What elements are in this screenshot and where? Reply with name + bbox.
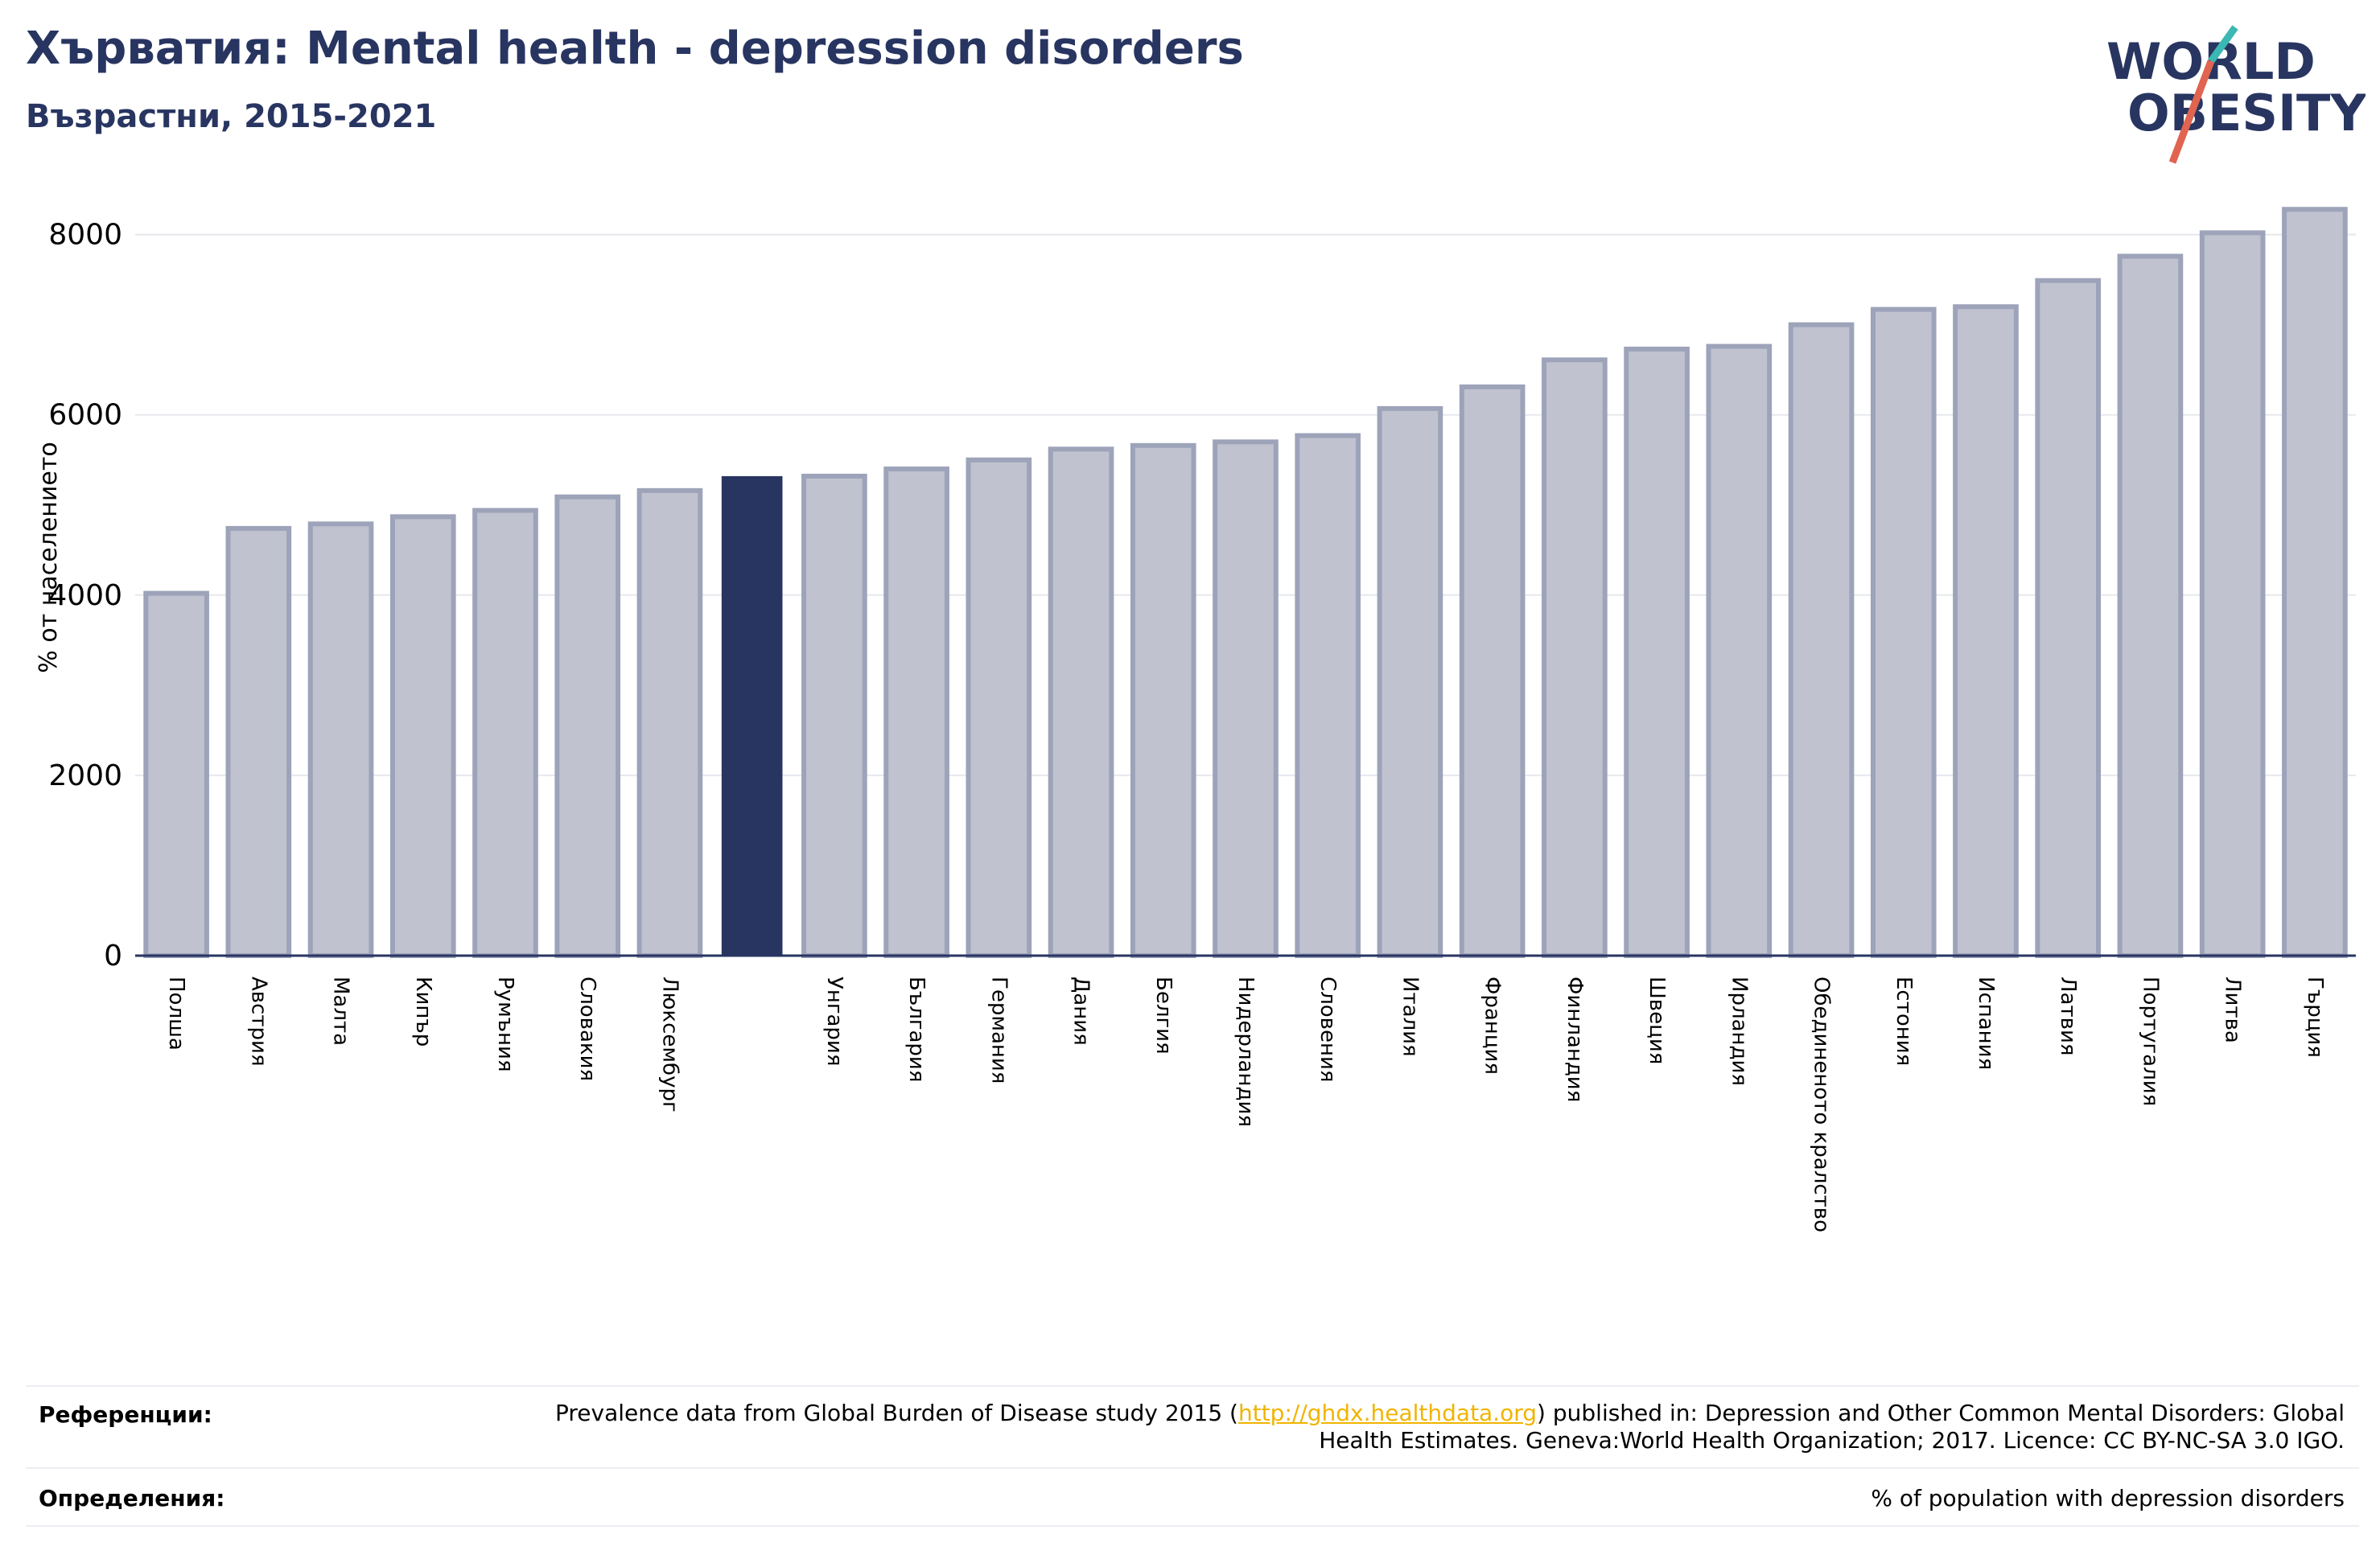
x-axis-ticks: Полша Австрия Малта Кипър Румъния Словакия Люк… — [164, 977, 2327, 1232]
bar-14 — [1295, 433, 1361, 958]
bar-7 — [721, 475, 783, 956]
x-tick-label-21: Естония — [1892, 977, 1916, 1066]
x-tick-label-24: Португалия — [2138, 977, 2162, 1106]
x-tick-label-26: Гърция — [2303, 977, 2327, 1058]
x-tick-label-1: Австрия — [246, 977, 270, 1067]
chart-subtitle: Възрастни, 2015-2021 — [26, 98, 437, 135]
bars-layer — [143, 207, 2348, 959]
bar-6 — [636, 487, 703, 958]
x-tick-label-10: Германия — [986, 977, 1011, 1084]
bar-1 — [225, 525, 292, 958]
x-tick-label-19: Ирландия — [1727, 977, 1751, 1086]
references-label: Референции: — [39, 1401, 212, 1428]
logo-slash-red — [2168, 60, 2215, 164]
logo-slash-teal — [2208, 25, 2238, 64]
x-tick-label-6: Люксембург — [657, 977, 681, 1113]
bar-11 — [1048, 446, 1114, 958]
bar-18 — [1624, 346, 1690, 958]
bar-9 — [883, 466, 949, 958]
x-tick-label-5: Словакия — [575, 977, 599, 1081]
x-tick-label-20: Обединеното кралство — [1810, 977, 1834, 1232]
world-obesity-logo: WORLD OBESITY — [2106, 25, 2366, 164]
definitions-label: Определения: — [39, 1485, 225, 1511]
bar-20 — [1788, 322, 1855, 958]
x-tick-label-17: Финландия — [1563, 977, 1587, 1102]
x-tick-label-16: Франция — [1480, 977, 1505, 1075]
bar-0 — [143, 590, 209, 959]
references-text-pre: Prevalence data from Global Burden of Di… — [555, 1400, 1238, 1426]
bar-22 — [1953, 304, 2019, 959]
bar-5 — [554, 494, 621, 958]
footer-divider-top — [26, 1385, 2359, 1387]
x-tick-label-11: Дания — [1069, 977, 1093, 1046]
x-tick-label-4: Румъния — [493, 977, 517, 1072]
x-tick-label-2: Малта — [329, 977, 353, 1046]
x-tick-label-18: Швеция — [1645, 977, 1669, 1064]
x-tick-label-0: Полша — [164, 977, 188, 1051]
bar-chart: 0 2000 4000 6000 8000 Полша Австрия Малта Кипър… — [35, 207, 2356, 1232]
bar-17 — [1542, 357, 1608, 958]
bar-13 — [1213, 439, 1279, 958]
x-tick-label-15: Италия — [1398, 977, 1422, 1057]
x-tick-label-25: Литва — [2221, 977, 2245, 1043]
bar-25 — [2199, 230, 2266, 959]
y-tick-label: 0 — [104, 940, 122, 973]
bar-26 — [2282, 207, 2348, 958]
logo-text-obesity: OBESITY — [2127, 84, 2366, 142]
references-link[interactable]: http://ghdx.healthdata.org — [1237, 1400, 1538, 1426]
chart-title: Хърватия: Mental health - depression dis… — [26, 23, 1244, 75]
y-axis-ticks: 0 2000 4000 6000 8000 — [48, 219, 122, 973]
bar-21 — [1870, 306, 1937, 959]
x-tick-label-12: Белгия — [1151, 977, 1176, 1055]
y-axis-label: % от населението — [35, 442, 63, 672]
bar-3 — [389, 514, 456, 958]
bar-4 — [472, 508, 538, 958]
x-tick-label-9: България — [904, 977, 929, 1082]
bar-19 — [1706, 343, 1773, 959]
x-tick-label-3: Кипър — [411, 977, 435, 1047]
x-tick-label-8: Унгария — [822, 977, 846, 1066]
y-tick-label: 6000 — [48, 399, 122, 432]
footer-divider-bottom — [26, 1525, 2359, 1527]
y-tick-label: 8000 — [48, 219, 122, 252]
bar-23 — [2035, 278, 2102, 958]
x-tick-label-23: Латвия — [2056, 977, 2080, 1056]
bar-8 — [801, 473, 867, 958]
x-tick-label-13: Нидерландия — [1233, 977, 1258, 1127]
bar-2 — [307, 521, 374, 958]
definitions-text: % of population with depression disorder… — [1871, 1485, 2345, 1511]
bar-10 — [966, 457, 1032, 958]
x-tick-label-22: Испания — [1974, 977, 1998, 1070]
x-tick-label-14: Словения — [1316, 977, 1340, 1083]
bar-12 — [1130, 442, 1196, 958]
references-text: Prevalence data from Global Burden of Di… — [494, 1400, 2345, 1454]
bar-15 — [1377, 405, 1443, 958]
y-tick-label: 4000 — [48, 579, 122, 612]
footer-divider-middle — [26, 1467, 2359, 1469]
bar-24 — [2117, 253, 2184, 958]
references-text-post: ) published in: Depression and Other Com… — [1319, 1400, 2345, 1454]
bar-16 — [1459, 384, 1526, 958]
y-tick-label: 2000 — [48, 759, 122, 792]
